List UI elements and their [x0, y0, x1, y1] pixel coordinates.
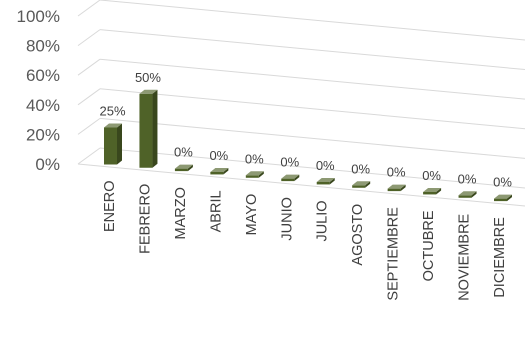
floor-side-edge — [77, 147, 101, 165]
data-label: 25% — [99, 103, 125, 118]
bar-front-face — [423, 191, 437, 195]
data-labels: 25% 50% 0% 0% 0% 0% 0% 0% 0% 0% 0% 0% — [99, 70, 512, 190]
bar-top-face — [316, 177, 335, 182]
gridline-side — [77, 29, 101, 47]
x-tick-label: NOVIEMBRE — [457, 213, 473, 300]
bar-febrero — [139, 89, 158, 168]
data-label: 0% — [387, 165, 406, 180]
bar-julio — [316, 177, 335, 185]
bar-abril — [210, 167, 229, 175]
y-axis: 0% 20% 40% 60% 80% 100% — [17, 7, 60, 174]
gridlines — [77, 0, 526, 207]
bar-front-face — [139, 93, 153, 168]
data-label: 0% — [316, 158, 335, 173]
bar-side-face — [471, 191, 477, 198]
x-tick-label: FEBRERO — [137, 184, 153, 254]
bar-junio — [281, 174, 300, 182]
bar-septiembre — [387, 184, 406, 192]
gridline — [99, 58, 526, 100]
floor-back-edge — [99, 147, 526, 189]
bar-front-face — [245, 175, 259, 178]
bar-front-face — [387, 188, 401, 192]
bar-side-face — [223, 167, 229, 175]
y-tick-label: 20% — [26, 125, 60, 144]
y-tick-label: 100% — [17, 7, 60, 26]
bar-enero — [104, 123, 122, 165]
bar-front-face — [494, 198, 507, 202]
bar-agosto — [352, 181, 371, 188]
bar-top-face — [494, 194, 512, 199]
bar-top-face — [458, 191, 477, 196]
bar-front-face — [210, 171, 224, 175]
bar-side-face — [329, 177, 335, 185]
data-label: 0% — [351, 161, 370, 176]
bar-side-face — [152, 89, 158, 168]
bar-noviembre — [458, 191, 477, 198]
data-label: 0% — [458, 171, 477, 186]
bar-marzo — [174, 164, 193, 172]
bar-side-face — [400, 184, 406, 192]
bar-top-face — [281, 174, 300, 179]
bar-front-face — [458, 195, 472, 198]
y-tick-label: 60% — [26, 66, 60, 85]
y-tick-label: 40% — [26, 96, 60, 115]
bars — [104, 89, 512, 202]
x-tick-label: JULIO — [315, 200, 331, 241]
bar-top-face — [387, 184, 406, 189]
x-tick-label: DICIEMBRE — [492, 217, 508, 298]
bar-top-face — [104, 123, 122, 128]
x-tick-label: MARZO — [173, 187, 189, 239]
x-tick-label: MAYO — [244, 194, 260, 236]
gridline-side — [77, 117, 101, 135]
data-label: 0% — [174, 145, 193, 160]
gridline-side — [77, 0, 101, 17]
x-tick-label: AGOSTO — [350, 204, 366, 266]
data-label: 0% — [245, 151, 264, 166]
gridline — [99, 88, 526, 130]
bar-top-face — [210, 167, 229, 172]
bar-front-face — [281, 178, 295, 182]
data-label: 0% — [209, 148, 228, 163]
data-label: 0% — [493, 175, 512, 190]
x-tick-label: ENERO — [102, 180, 118, 232]
x-tick-label: SEPTIEMBRE — [386, 207, 402, 301]
data-label: 0% — [422, 168, 441, 183]
bar-front-face — [174, 168, 188, 172]
x-tick-label: JUNIO — [279, 197, 295, 241]
bar-side-face — [365, 181, 371, 188]
bar-side-face — [507, 194, 512, 202]
bar-mayo — [245, 171, 264, 178]
gridline-side — [77, 58, 101, 76]
gridline-side — [77, 88, 101, 106]
x-axis: ENERO FEBRERO MARZO ABRIL MAYO JUNIO JULIO AGOS… — [102, 180, 508, 300]
gridline — [99, 29, 526, 71]
bar-side-face — [258, 171, 264, 178]
bar-front-face — [104, 127, 117, 165]
y-tick-label: 0% — [35, 155, 60, 174]
x-tick-label: ABRIL — [208, 190, 224, 232]
bar-side-face — [294, 174, 300, 182]
bar-front-face — [352, 185, 366, 188]
x-tick-label: OCTUBRE — [421, 210, 437, 281]
floor-front-edge — [77, 163, 526, 207]
bar-top-face — [174, 164, 193, 169]
data-label: 50% — [135, 70, 161, 85]
data-label: 0% — [280, 155, 299, 170]
bar-top-face — [245, 171, 264, 176]
gridline — [99, 0, 526, 41]
y-tick-label: 80% — [26, 37, 60, 56]
bar-top-face — [139, 89, 158, 94]
bar-top-face — [352, 181, 371, 186]
bar-front-face — [316, 181, 330, 185]
bar-octubre — [423, 187, 442, 195]
bar-side-face — [436, 187, 442, 195]
gridline — [99, 117, 526, 159]
bar-side-face — [117, 123, 122, 165]
bar-side-face — [187, 164, 193, 172]
bar-top-face — [423, 187, 442, 192]
bar-diciembre — [494, 194, 512, 202]
